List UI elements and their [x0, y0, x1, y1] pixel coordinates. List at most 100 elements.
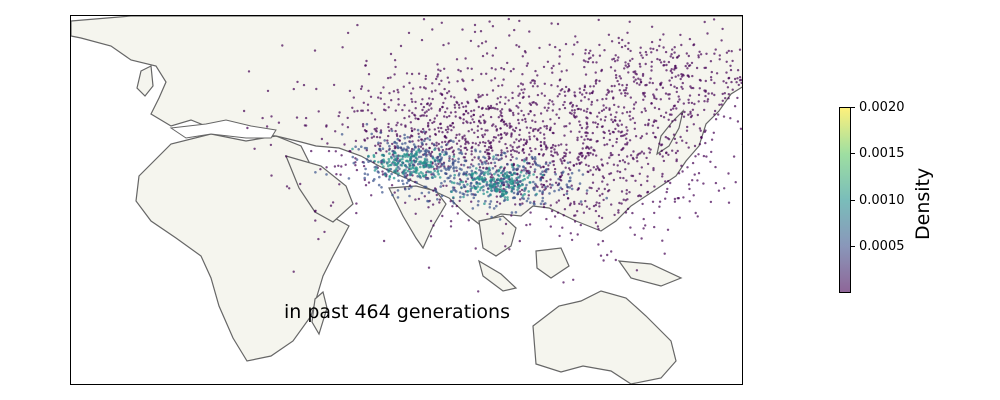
density-point	[465, 148, 469, 151]
density-point	[520, 188, 524, 192]
density-point	[406, 135, 410, 139]
density-point	[343, 143, 346, 146]
density-point	[489, 141, 493, 144]
density-point	[673, 200, 677, 203]
density-point	[428, 104, 431, 107]
density-point	[657, 107, 661, 111]
density-point	[419, 155, 423, 159]
density-point	[549, 225, 552, 228]
density-point	[452, 188, 455, 192]
density-point	[418, 160, 421, 164]
density-point	[621, 38, 624, 42]
density-point	[393, 191, 396, 194]
density-point	[518, 128, 522, 132]
density-point	[631, 174, 635, 178]
density-point	[471, 178, 475, 181]
density-point	[502, 190, 506, 193]
density-point	[443, 180, 447, 183]
density-point	[483, 202, 486, 205]
density-point	[498, 140, 501, 143]
density-point	[485, 167, 488, 171]
density-point	[479, 30, 483, 33]
density-point	[635, 82, 639, 85]
density-point	[497, 174, 501, 178]
density-point	[609, 154, 613, 157]
density-point	[613, 69, 617, 72]
density-point	[378, 148, 381, 151]
density-point	[417, 197, 421, 201]
density-point	[503, 196, 507, 199]
colorbar: 0.0020 0.0015 0.0010 0.0005	[839, 101, 905, 293]
density-point	[314, 209, 317, 212]
density-point	[484, 129, 487, 132]
density-point	[617, 130, 620, 133]
density-point	[556, 95, 559, 98]
density-point	[388, 129, 391, 132]
density-point	[360, 145, 363, 148]
density-point	[682, 196, 685, 199]
density-point	[433, 117, 436, 120]
density-point	[532, 202, 536, 205]
density-point	[467, 142, 470, 145]
density-point	[497, 181, 501, 185]
density-point	[579, 153, 582, 156]
density-point	[380, 162, 384, 166]
density-point	[709, 160, 712, 163]
density-point	[464, 180, 468, 183]
density-point	[661, 239, 664, 242]
density-point	[581, 154, 584, 157]
density-point	[466, 166, 470, 169]
density-point	[450, 129, 453, 132]
density-point	[403, 116, 406, 120]
density-point	[478, 150, 482, 153]
density-point	[506, 180, 509, 184]
density-point	[513, 171, 516, 175]
density-point	[486, 129, 489, 132]
density-point	[461, 192, 465, 195]
density-point	[670, 76, 674, 79]
density-point	[605, 196, 608, 200]
density-point	[607, 33, 611, 36]
density-point	[602, 259, 605, 262]
density-point	[367, 181, 371, 184]
density-point	[379, 129, 383, 132]
density-point	[640, 150, 644, 153]
density-point	[379, 142, 382, 145]
density-point	[543, 125, 546, 128]
density-point	[354, 164, 357, 167]
density-point	[502, 68, 506, 71]
density-point	[313, 49, 317, 52]
density-point	[441, 141, 444, 144]
density-point	[714, 165, 717, 169]
density-point	[496, 200, 499, 204]
density-point	[504, 96, 507, 99]
density-point	[528, 131, 531, 134]
density-point	[667, 93, 670, 96]
density-point	[583, 138, 586, 141]
density-point	[434, 89, 437, 92]
density-point	[643, 95, 647, 98]
density-point	[484, 199, 487, 203]
density-point	[577, 155, 580, 159]
density-point	[479, 121, 482, 125]
density-point	[580, 203, 583, 206]
density-point	[606, 183, 609, 186]
density-point	[493, 179, 496, 183]
density-point	[693, 102, 696, 106]
density-point	[485, 52, 489, 55]
density-point	[563, 106, 567, 110]
density-point	[714, 118, 718, 121]
density-point	[349, 150, 352, 153]
density-point	[524, 167, 527, 170]
density-point	[713, 109, 717, 113]
density-point	[721, 99, 724, 103]
density-point	[523, 189, 526, 192]
density-point	[641, 72, 645, 76]
density-point	[468, 173, 471, 176]
density-point	[416, 128, 420, 132]
density-point	[469, 39, 473, 43]
density-point	[455, 166, 458, 169]
density-point	[594, 168, 598, 171]
density-point	[352, 161, 356, 165]
density-point	[478, 141, 482, 144]
